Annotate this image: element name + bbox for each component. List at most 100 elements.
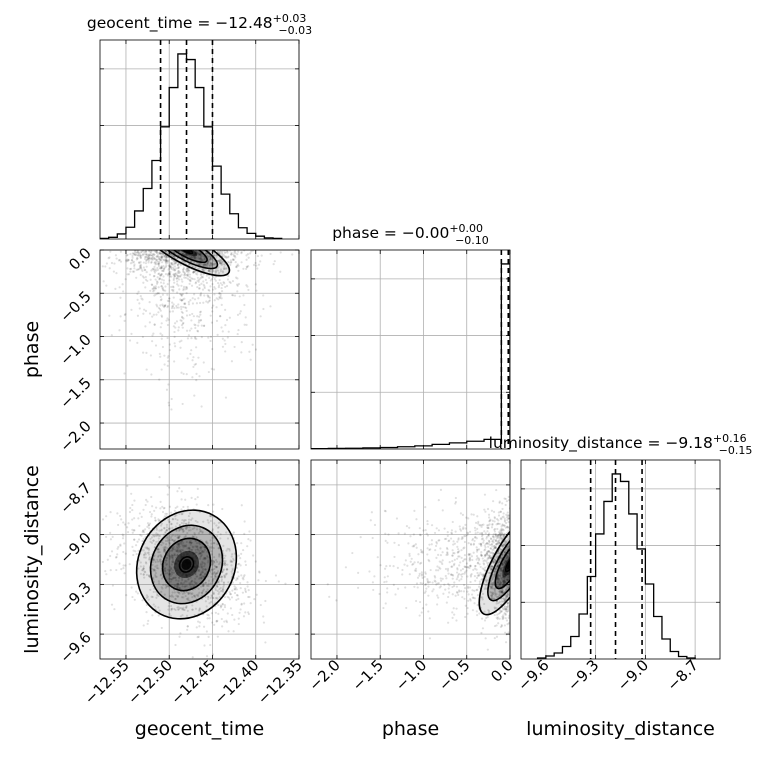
sample-point [385, 580, 388, 583]
sample-point [159, 553, 162, 557]
sample-point [232, 630, 235, 633]
sample-point [279, 270, 282, 273]
sample-point [507, 543, 510, 546]
sample-point [142, 529, 145, 532]
sample-point [145, 250, 148, 253]
sample-point [182, 285, 186, 288]
sample-point [201, 531, 204, 534]
sample-point [110, 261, 114, 265]
sample-point [108, 256, 111, 259]
sample-point [153, 253, 156, 256]
sample-point [217, 284, 221, 287]
sample-point [173, 265, 177, 268]
sample-point [224, 324, 227, 327]
sample-point [177, 306, 180, 309]
sample-point [422, 529, 425, 532]
sample-point [239, 557, 242, 560]
sample-point [195, 535, 198, 539]
sample-point [443, 527, 446, 530]
sample-point [182, 287, 185, 290]
sample-point [188, 512, 191, 515]
sample-point [458, 525, 461, 528]
sample-point [174, 272, 177, 275]
sample-point [204, 572, 207, 575]
sample-point [157, 272, 160, 276]
sample-point [226, 336, 229, 339]
sample-point [237, 622, 240, 626]
sample-point [212, 591, 215, 594]
sample-point [194, 337, 197, 340]
sample-point [123, 372, 126, 375]
sample-point [181, 519, 184, 522]
sample-point [203, 294, 206, 297]
sample-point [200, 259, 203, 262]
sample-point [424, 590, 427, 593]
sample-point [161, 303, 164, 306]
sample-point [439, 488, 443, 492]
sample-point [179, 298, 182, 301]
sample-point [431, 590, 434, 593]
sample-point [175, 584, 178, 587]
sample-point [504, 608, 507, 611]
sample-point [150, 261, 153, 264]
sample-point [210, 612, 213, 615]
sample-point [504, 596, 507, 599]
sample-point [493, 613, 496, 617]
sample-point [219, 262, 222, 265]
sample-point [474, 521, 478, 524]
sample-point [180, 498, 183, 501]
sample-point [147, 574, 151, 578]
sample-point [131, 545, 134, 548]
sample-point [217, 612, 220, 615]
sample-point [151, 563, 154, 567]
sample-point [157, 518, 160, 521]
sample-point [181, 293, 185, 296]
sample-point [217, 530, 220, 534]
sample-point [213, 542, 216, 545]
sample-point [178, 512, 181, 515]
sample-point [153, 257, 156, 260]
sample-point [459, 528, 462, 531]
sample-point [491, 522, 494, 526]
sample-point [154, 516, 157, 520]
sample-point [487, 533, 490, 537]
x-tick-label: −12.40 [211, 656, 263, 708]
sample-point [126, 253, 129, 257]
sample-point [262, 294, 265, 297]
sample-point [151, 257, 154, 260]
sample-point [190, 541, 193, 545]
sample-point [182, 596, 185, 599]
sample-point [147, 259, 151, 262]
sample-point [171, 301, 174, 304]
sample-point [494, 546, 497, 549]
sample-point [142, 266, 145, 269]
sample-point [133, 250, 136, 253]
sample-point [415, 569, 418, 572]
sample-point [156, 281, 159, 284]
sample-point [220, 263, 223, 267]
sample-point [157, 580, 161, 583]
sample-point [490, 586, 493, 590]
sample-point [396, 566, 399, 569]
sample-point [160, 284, 163, 288]
sample-point [161, 288, 165, 291]
sample-point [495, 600, 499, 603]
sample-point [190, 580, 194, 583]
sample-point [503, 520, 507, 523]
sample-point [179, 587, 182, 590]
sample-point [214, 574, 217, 577]
sample-point [495, 555, 498, 558]
sample-point [180, 606, 183, 610]
sample-point [489, 547, 492, 550]
sample-point [196, 595, 200, 598]
sample-point [178, 528, 181, 532]
sample-point [191, 535, 195, 538]
sample-point [235, 276, 238, 279]
sample-point [210, 515, 213, 518]
sample-point [201, 563, 204, 566]
sample-point [175, 273, 178, 277]
sample-point [131, 261, 134, 264]
sample-point [463, 565, 466, 568]
sample-point [148, 312, 152, 315]
sample-point [499, 569, 502, 572]
